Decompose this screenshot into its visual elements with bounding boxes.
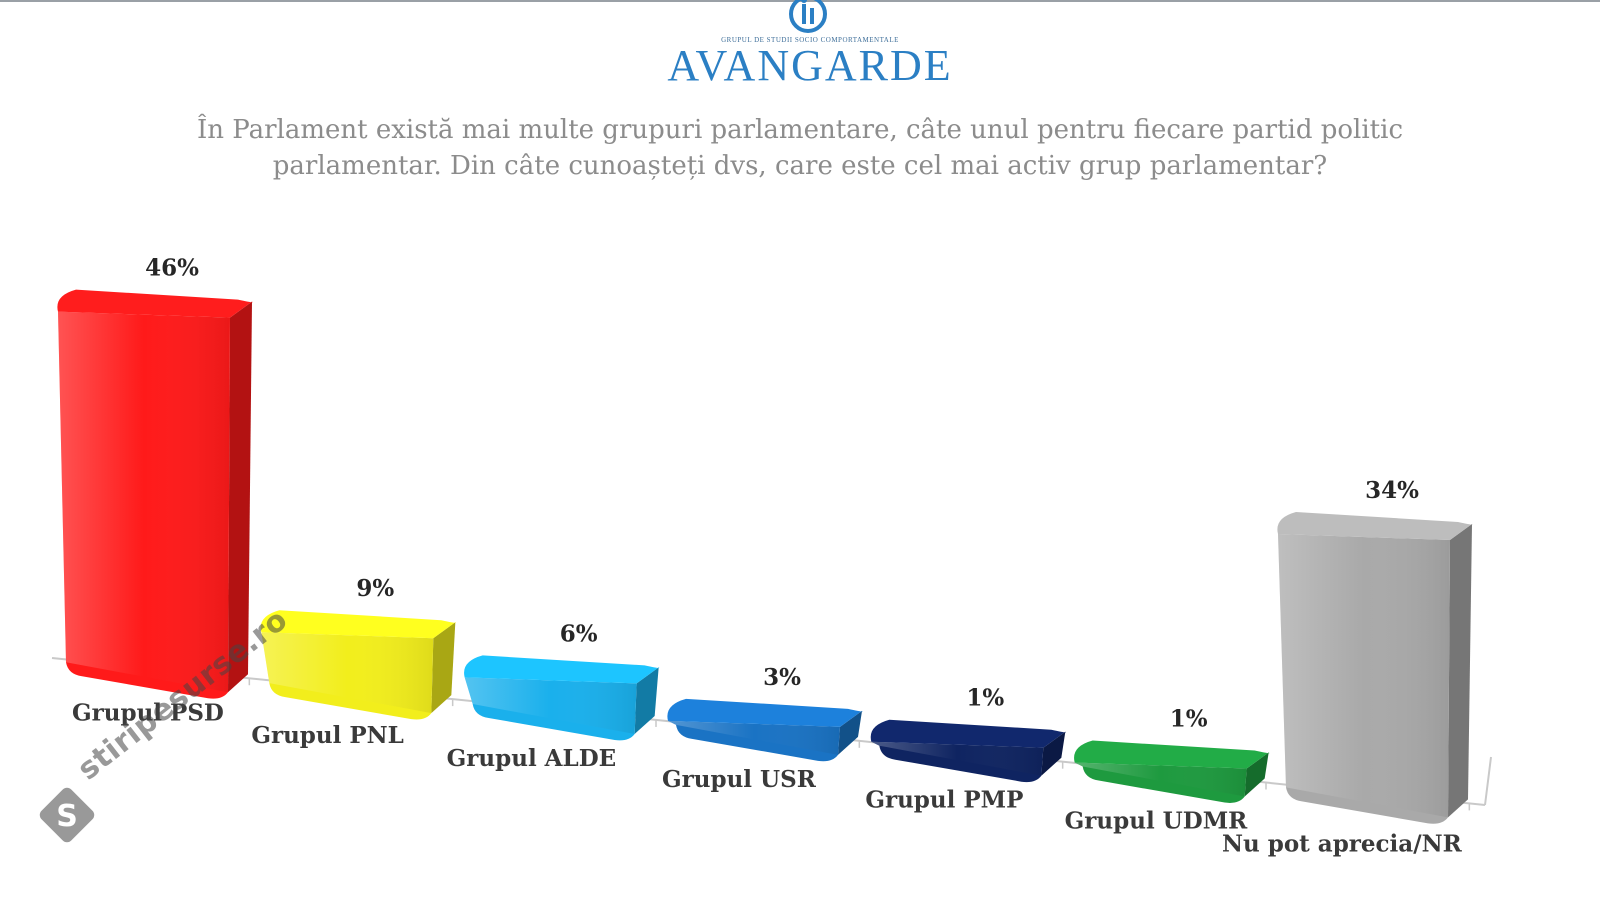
avangarde-logo: GRUPUL DE STUDII SOCIO COMPORTAMENTALE A… (640, 0, 980, 90)
survey-question: În Parlament există mai multe grupuri pa… (90, 112, 1510, 184)
bar-top (260, 610, 457, 639)
bar-top (870, 719, 1067, 748)
bar (57, 289, 253, 699)
logo-tagline: GRUPUL DE STUDII SOCIO COMPORTAMENTALE (721, 36, 899, 44)
question-line-2: parlamentar. Din câte cunoașteți dvs, ca… (272, 151, 1328, 181)
category-label: Grupul USR (662, 766, 817, 793)
bar-gloss (1278, 534, 1450, 818)
bar-side (1041, 731, 1066, 776)
bar-side (1448, 524, 1472, 818)
bar-gloss (668, 720, 840, 755)
category-label: Grupul PNL (251, 722, 404, 749)
bar-gloss (58, 311, 230, 693)
bar (667, 698, 863, 762)
category-label: Grupul ALDE (447, 745, 617, 772)
bar-top (464, 655, 660, 684)
bar-gloss (1074, 762, 1247, 797)
bar-gloss (464, 677, 637, 734)
bar-top (667, 698, 863, 727)
bar-gloss (261, 632, 434, 714)
bar (464, 655, 660, 741)
bar (1277, 512, 1473, 824)
category-label: Grupul PSD (72, 699, 224, 726)
value-label: 1% (1170, 706, 1208, 733)
chart-bars (57, 289, 1473, 824)
question-line-1: În Parlament există mai multe grupuri pa… (196, 115, 1404, 145)
value-labels: 46% 9% 6% 3% 1% 1% 34% (145, 255, 1419, 733)
value-label: 46% (145, 255, 199, 282)
avangarde-emblem-icon (789, 0, 827, 33)
bar-side (838, 710, 862, 755)
bar-side (1244, 752, 1269, 797)
value-label: 3% (763, 664, 801, 691)
bar-side (228, 301, 252, 693)
bar (260, 610, 457, 720)
category-label: Nu pot aprecia/NR (1222, 830, 1463, 857)
bar-top (1277, 512, 1473, 541)
logo-brand: AVANGARDE (667, 41, 953, 90)
bar (1074, 740, 1270, 803)
bar-side (431, 622, 456, 714)
bar-top (57, 289, 253, 318)
category-label: Grupul UDMR (1065, 808, 1248, 835)
bar-side (634, 667, 659, 734)
bar-gloss (871, 741, 1044, 776)
value-label: 1% (966, 685, 1004, 712)
bar (870, 719, 1067, 783)
category-labels: Grupul PSD Grupul PNL Grupul ALDE Grupul US… (72, 699, 1463, 857)
value-label: 9% (356, 575, 394, 602)
floor-edge (1484, 756, 1492, 806)
category-label: Grupul PMP (865, 787, 1023, 814)
bar-top (1074, 740, 1270, 769)
value-label: 34% (1365, 477, 1419, 504)
value-label: 6% (560, 620, 598, 647)
